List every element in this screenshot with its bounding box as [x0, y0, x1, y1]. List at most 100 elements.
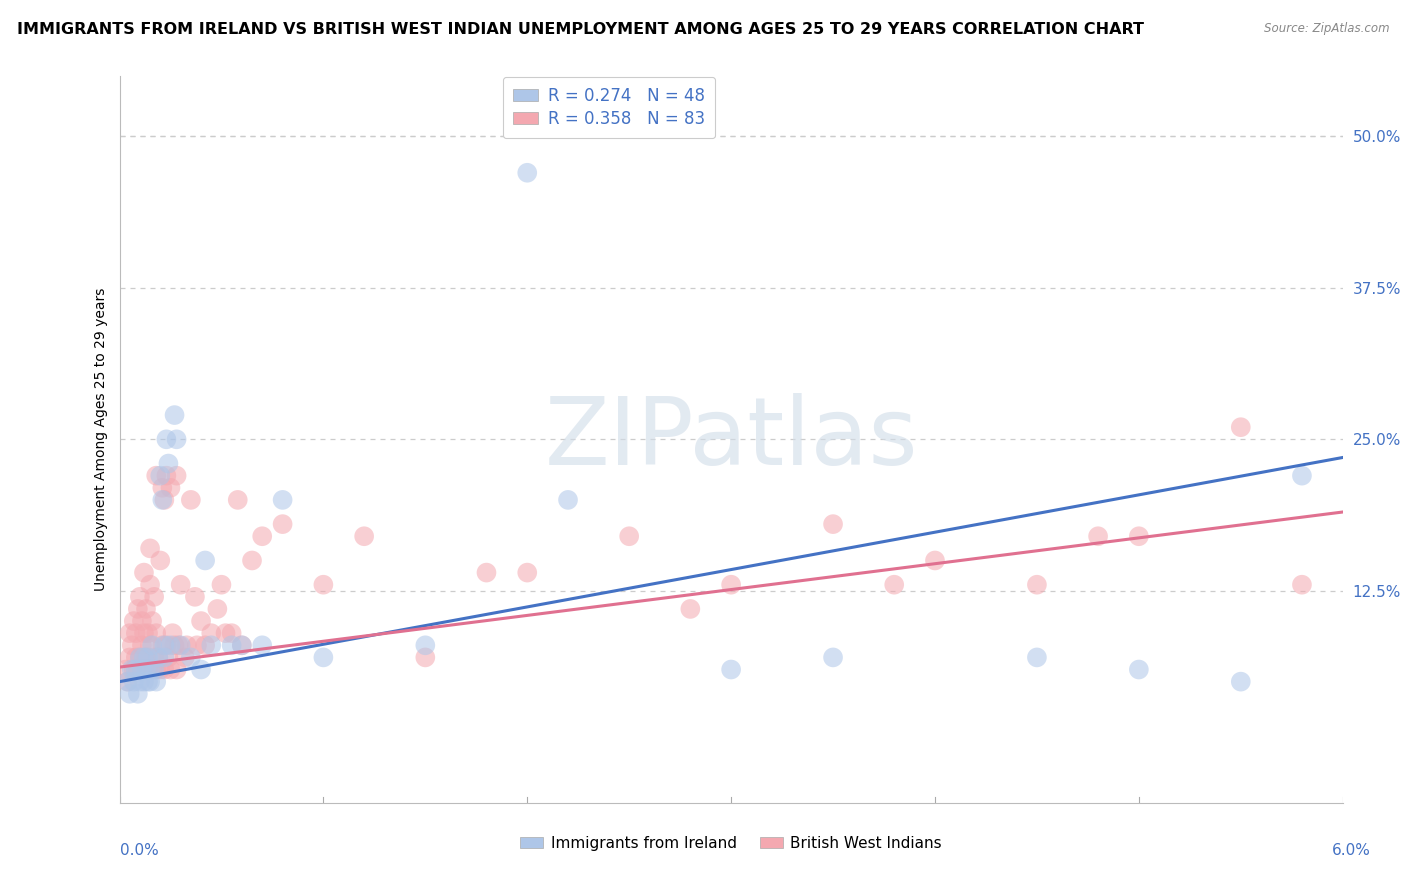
- Point: [159, 638, 181, 652]
- Point: [312, 650, 335, 665]
- Point: [1026, 650, 1049, 665]
- Point: [190, 663, 212, 677]
- Point: [169, 578, 191, 592]
- Point: [122, 663, 145, 677]
- Point: [139, 541, 162, 556]
- Point: [240, 553, 263, 567]
- Point: [1128, 663, 1150, 677]
- Point: [250, 638, 273, 652]
- Point: [132, 650, 155, 665]
- Point: [122, 614, 145, 628]
- Point: [821, 650, 844, 665]
- Point: [1087, 529, 1109, 543]
- Point: [122, 674, 145, 689]
- Point: [1229, 674, 1253, 689]
- Point: [163, 638, 186, 652]
- Point: [166, 663, 188, 677]
- Point: [162, 626, 184, 640]
- Point: [167, 638, 190, 652]
- Point: [143, 590, 166, 604]
- Point: [231, 638, 253, 652]
- Point: [353, 529, 375, 543]
- Point: [180, 650, 202, 665]
- Point: [139, 663, 162, 677]
- Point: [148, 650, 170, 665]
- Point: [125, 626, 148, 640]
- Text: Source: ZipAtlas.com: Source: ZipAtlas.com: [1264, 22, 1389, 36]
- Point: [117, 674, 139, 689]
- Point: [163, 408, 186, 422]
- Point: [166, 468, 188, 483]
- Point: [226, 492, 249, 507]
- Point: [200, 626, 222, 640]
- Point: [200, 638, 222, 652]
- Point: [145, 674, 167, 689]
- Point: [153, 638, 176, 652]
- Point: [194, 553, 217, 567]
- Point: [475, 566, 498, 580]
- Point: [129, 650, 152, 665]
- Point: [1128, 529, 1150, 543]
- Point: [190, 614, 212, 628]
- Text: ZIPatlas: ZIPatlas: [544, 393, 918, 485]
- Y-axis label: Unemployment Among Ages 25 to 29 years: Unemployment Among Ages 25 to 29 years: [94, 287, 108, 591]
- Point: [135, 663, 157, 677]
- Point: [720, 578, 742, 592]
- Point: [114, 663, 136, 677]
- Point: [271, 492, 294, 507]
- Point: [184, 590, 207, 604]
- Point: [118, 650, 141, 665]
- Point: [312, 578, 335, 592]
- Point: [221, 626, 243, 640]
- Point: [149, 663, 172, 677]
- Point: [125, 650, 148, 665]
- Point: [157, 457, 180, 471]
- Point: [413, 650, 436, 665]
- Point: [221, 638, 243, 652]
- Point: [150, 492, 173, 507]
- Point: [516, 166, 538, 180]
- Point: [155, 638, 177, 652]
- Point: [135, 650, 157, 665]
- Point: [557, 492, 579, 507]
- Point: [924, 553, 946, 567]
- Text: IMMIGRANTS FROM IRELAND VS BRITISH WEST INDIAN UNEMPLOYMENT AMONG AGES 25 TO 29 : IMMIGRANTS FROM IRELAND VS BRITISH WEST …: [17, 22, 1144, 37]
- Point: [159, 481, 181, 495]
- Point: [1291, 578, 1313, 592]
- Point: [155, 433, 177, 447]
- Point: [194, 638, 217, 652]
- Point: [127, 602, 149, 616]
- Point: [131, 663, 153, 677]
- Point: [231, 638, 253, 652]
- Point: [153, 650, 176, 665]
- Point: [149, 468, 172, 483]
- Point: [129, 590, 152, 604]
- Point: [127, 687, 149, 701]
- Point: [121, 663, 143, 677]
- Point: [720, 663, 742, 677]
- Point: [148, 650, 170, 665]
- Point: [619, 529, 641, 543]
- Point: [132, 663, 155, 677]
- Point: [145, 626, 167, 640]
- Point: [139, 638, 162, 652]
- Point: [173, 650, 195, 665]
- Point: [129, 674, 152, 689]
- Point: [149, 553, 172, 567]
- Point: [127, 663, 149, 677]
- Point: [131, 638, 153, 652]
- Point: [211, 578, 233, 592]
- Point: [516, 566, 538, 580]
- Point: [155, 468, 177, 483]
- Point: [143, 650, 166, 665]
- Point: [141, 614, 163, 628]
- Point: [136, 650, 159, 665]
- Point: [121, 638, 143, 652]
- Point: [250, 529, 273, 543]
- Point: [153, 492, 176, 507]
- Point: [145, 468, 167, 483]
- Point: [180, 492, 202, 507]
- Point: [136, 626, 159, 640]
- Point: [176, 638, 198, 652]
- Point: [118, 626, 141, 640]
